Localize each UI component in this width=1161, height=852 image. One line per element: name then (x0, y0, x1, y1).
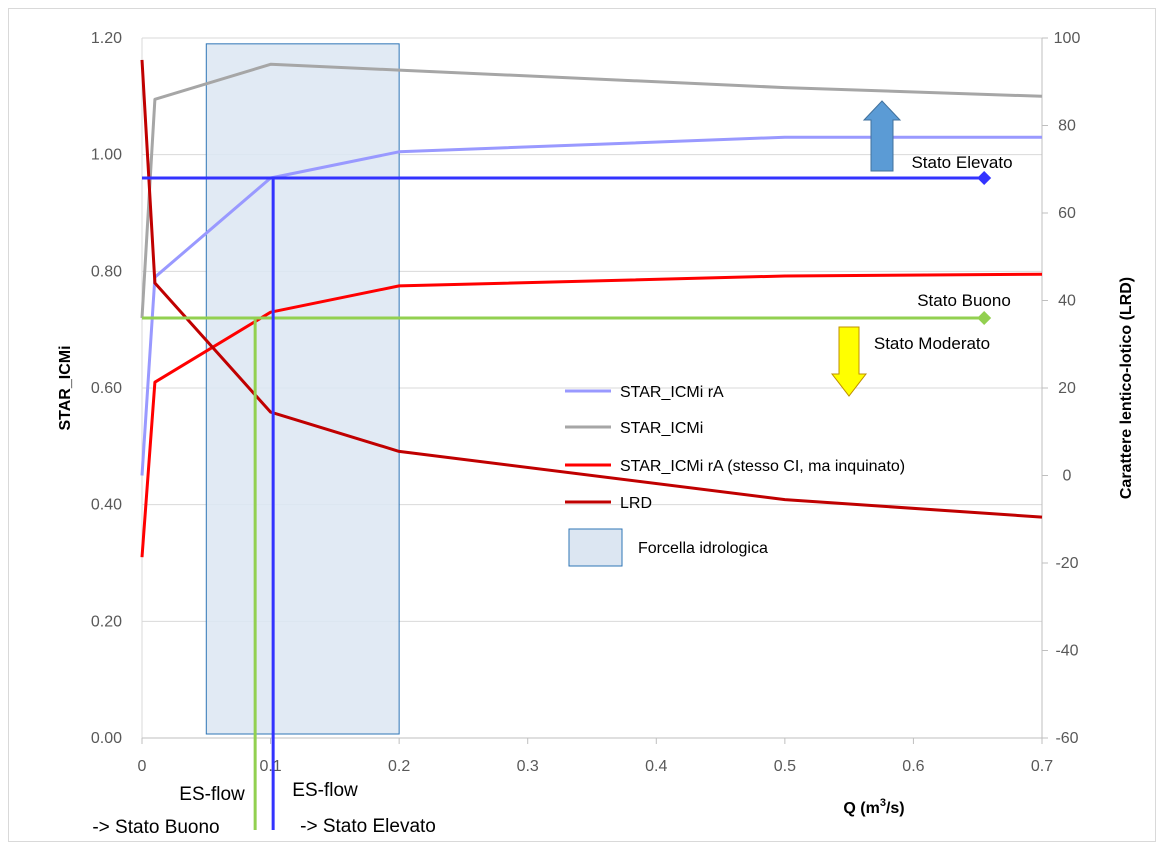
y-tick-label-4: 0.80 (91, 263, 122, 280)
x-tick-label-1: 0.1 (259, 758, 281, 775)
stato-elevato-label: Stato Elevato (911, 153, 1012, 172)
series-line-1 (140, 62, 1043, 319)
threshold-lines (142, 171, 992, 830)
y-tick-label-6: 1.20 (91, 30, 122, 47)
x-axis-title: Q (m3/s) (843, 797, 904, 817)
y2-tick-label-6: 60 (1058, 205, 1076, 222)
axes (141, 37, 1048, 744)
y2-tick-label-4: 20 (1058, 380, 1076, 397)
threshold-marker-1 (977, 311, 992, 325)
x-axis-title-sup: 3 (880, 797, 886, 809)
y2-axis-title: Carattere lentico-lotico (LRD) (1118, 277, 1135, 499)
x-tick-label-7: 0.7 (1031, 758, 1053, 775)
legend-label-star-icmi-ra-inquinato: STAR_ICMi rA (stesso CI, ma inquinato) (620, 458, 905, 475)
stato-moderato-label: Stato Moderato (874, 334, 990, 353)
x-tick-label-2: 0.2 (388, 758, 410, 775)
esflow-buono-label-bottom: -> Stato Buono (92, 817, 219, 838)
legend-label-forcella: Forcella idrologica (638, 540, 768, 557)
hydrological-band (205, 43, 400, 735)
y-tick-label-1: 0.20 (91, 613, 122, 630)
x-axis-title-main: Q (m (843, 800, 879, 817)
y2-tick-label-3: 0 (1063, 468, 1072, 485)
series-line-0 (140, 135, 1042, 476)
y-tick-label-5: 1.00 (91, 147, 122, 164)
esflow-elevato-label-top: ES-flow (292, 780, 358, 801)
esflow-buono-label-top: ES-flow (179, 784, 245, 805)
y2-tick-label-0: -60 (1055, 730, 1078, 747)
x-tick-label-5: 0.5 (774, 758, 796, 775)
series-line-3 (140, 59, 1043, 519)
y2-tick-label-2: -20 (1055, 555, 1078, 572)
y-tick-label-2: 0.40 (91, 497, 122, 514)
x-tick-label-0: 0 (138, 758, 147, 775)
y2-tick-label-7: 80 (1058, 118, 1076, 135)
y-tick-label-3: 0.60 (91, 380, 122, 397)
legend-label-lrd: LRD (620, 495, 652, 512)
legend-label-star-icmi-ra: STAR_ICMi rA (620, 384, 724, 401)
x-axis-title-suffix: /s) (886, 800, 905, 817)
threshold-marker-0 (977, 171, 992, 185)
hydrological-band-layer (205, 43, 400, 735)
tick-labels: 0.000.200.400.600.801.001.20-60-40-20020… (91, 30, 1081, 775)
series-lines (140, 59, 1043, 558)
annotations (830, 100, 902, 397)
up-arrow-icon (862, 100, 902, 172)
chart-border (8, 8, 1156, 842)
esflow-elevato-label-bottom: -> Stato Elevato (300, 816, 436, 837)
legend-label-star-icmi: STAR_ICMi (620, 420, 703, 437)
y2-tick-label-1: -40 (1055, 643, 1078, 660)
y-axis-title: STAR_ICMi (57, 345, 74, 430)
y2-tick-label-5: 40 (1058, 293, 1076, 310)
series-line-2 (140, 272, 1043, 558)
y-tick-label-0: 0.00 (91, 730, 122, 747)
legend-swatch-forcella (568, 528, 623, 567)
x-tick-label-6: 0.6 (902, 758, 924, 775)
x-tick-label-3: 0.3 (517, 758, 539, 775)
legend: STAR_ICMi rA STAR_ICMi STAR_ICMi rA (ste… (565, 384, 905, 567)
down-arrow-icon (830, 326, 868, 397)
stato-buono-label: Stato Buono (917, 291, 1011, 310)
x-tick-label-4: 0.4 (645, 758, 667, 775)
y2-tick-label-8: 100 (1054, 30, 1081, 47)
